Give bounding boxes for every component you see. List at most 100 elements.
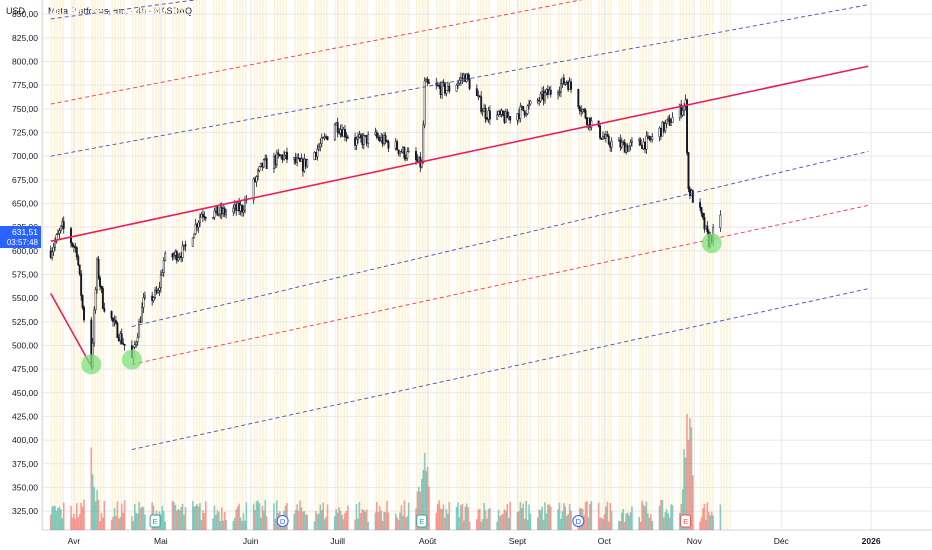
volume-bar [302,511,304,530]
price-axis[interactable]: 850,00 825,00 800,00 775,00 750,00 725,00 700,… [12,0,43,530]
candle-body [162,260,165,273]
y-tick-label: 675,00 [12,175,38,185]
candle-body [523,110,526,116]
volume-bar [435,512,438,530]
session-band [476,0,479,530]
volume-bar [394,513,397,530]
volume-bar [712,515,714,530]
candle-body [544,92,546,101]
time-axis[interactable]: Avr Mai Juin Juill Août Sept Oct Nov Déc 2026 [42,529,932,546]
volume-bar [719,504,722,530]
x-tick-label: Sept [509,536,527,546]
candle-body [358,134,361,138]
session-band [375,0,377,530]
volume-bar [464,506,467,530]
session-band [688,0,691,530]
candle-body [416,159,419,162]
volume-bar [265,516,268,530]
candle-body [525,113,528,116]
volume-bar [294,509,297,530]
volume-bar [191,501,194,530]
volume-bar [709,515,712,530]
session-band [102,0,105,530]
candle-body [296,157,299,163]
session-band [723,0,725,530]
candle-body [201,214,204,217]
volume-bar [457,502,459,530]
candle-body [361,137,364,145]
session-band [581,0,583,530]
candle-body [239,205,242,212]
candle-body [651,136,654,140]
session-band [386,0,389,530]
volume-bar [584,502,587,530]
volume-bar [623,521,626,530]
candle-body [223,208,226,215]
session-band [630,0,633,530]
current-price-tag: 631,51 03:57:48 [0,226,41,248]
volume-bar [667,513,669,530]
candle-body [467,73,470,80]
volume-bar [355,503,358,530]
session-band [685,0,688,530]
candle-body [503,115,506,123]
volume-bar [303,511,306,530]
session-band [244,0,247,530]
session-band [59,0,61,530]
volume-bar [416,491,419,530]
candle-body [297,157,300,160]
volume-bar [119,516,122,530]
candle-body [367,134,370,144]
trendlines[interactable] [49,0,869,450]
candle-body [478,95,481,97]
session-band [300,0,302,530]
candle-body [158,287,161,291]
session-band [726,0,728,530]
session-band [705,0,708,530]
volume-bar [52,505,55,530]
volume-bar [383,511,385,530]
session-band [424,0,427,530]
volume-bar [181,503,184,530]
y-tick-label: 850,00 [12,9,38,19]
x-tick-label: Nov [687,536,703,546]
candle-body [238,202,241,212]
candle-body [278,154,281,157]
volume-bar [507,517,510,530]
session-band [195,0,198,530]
volume-bar [293,513,296,530]
volume-bar [638,516,640,530]
volume-bar [77,517,80,530]
session-band [381,0,383,530]
candle-body [315,152,317,157]
candle-body [528,103,530,107]
session-band [265,0,267,530]
candle-body [484,107,487,119]
volume-bar [381,520,384,530]
session-band [502,0,505,530]
session-band [398,0,401,530]
candle-body [56,233,59,236]
volume-bar [365,509,368,530]
candle-body [557,92,559,95]
volume-bar [664,512,667,530]
volume-bar [438,500,440,530]
volume-bar [444,517,446,530]
session-band [82,0,85,530]
volume-bar [315,511,317,530]
candle-body [306,159,309,167]
candle-body [578,106,581,112]
volume-bar [597,502,600,530]
candle-body [99,277,101,287]
dividend-marker [276,515,289,527]
volume-bar [120,503,123,530]
candle-body [294,157,297,163]
candle-body [183,244,186,247]
volume-bar [631,506,633,530]
candle-body [142,297,145,308]
volume-bar [184,506,187,530]
session-band [482,0,485,530]
volume-bar [60,509,62,530]
